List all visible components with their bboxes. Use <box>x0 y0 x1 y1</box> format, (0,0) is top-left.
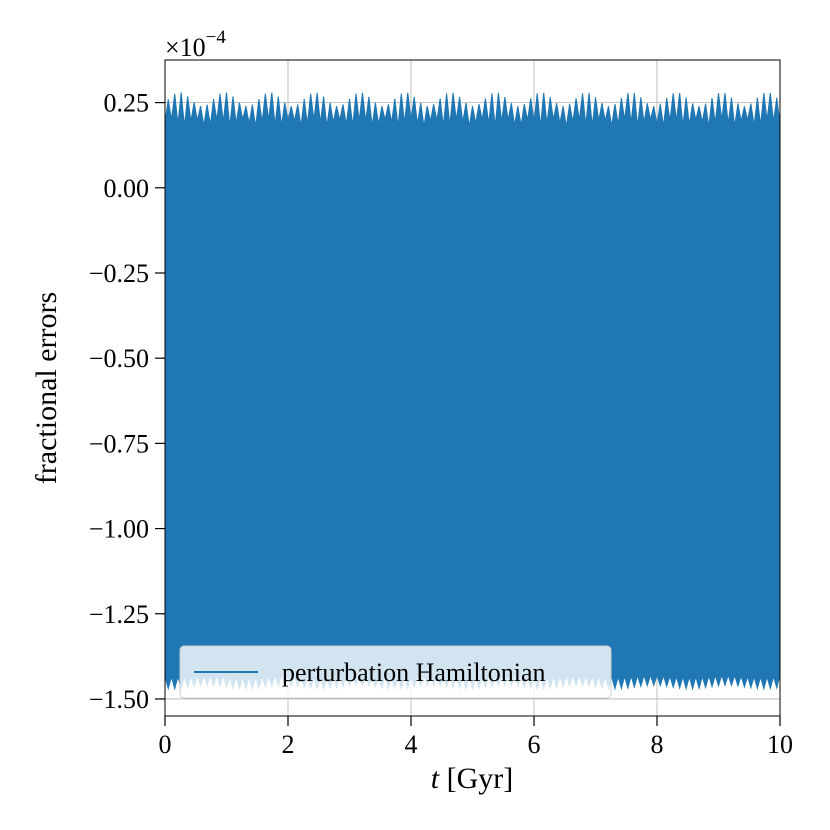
y-tick-label-2: −0.25 <box>89 259 149 288</box>
x-axis-label: t [Gyr] <box>431 762 513 795</box>
plot-frame <box>164 59 781 717</box>
legend: perturbation Hamiltonian <box>179 645 612 699</box>
y-tick-label-1: 0.00 <box>104 174 150 203</box>
x-tick-label-4: 8 <box>651 730 664 759</box>
x-tick-label-0: 0 <box>159 730 172 759</box>
series-band <box>164 92 781 691</box>
y-tick-label-4: −0.75 <box>89 429 149 458</box>
x-tick-label-3: 6 <box>528 730 541 759</box>
y-tick-label-5: −1.00 <box>89 515 149 544</box>
y-tick-label-3: −0.50 <box>89 344 149 373</box>
legend-label: perturbation Hamiltonian <box>282 658 546 687</box>
series-perturbation-hamiltonian <box>164 92 781 691</box>
x-tick-label-1: 2 <box>282 730 295 759</box>
y-tick-label-0: 0.25 <box>104 89 150 118</box>
y-axis-label: fractional errors <box>30 292 63 484</box>
y-axis: 0.25 0.00 −0.25 −0.50 −0.75 −1.00 −1.25 −1.50 <box>89 89 165 714</box>
y-tick-label-7: −1.50 <box>89 685 149 714</box>
x-axis-label-unit: [Gyr] <box>439 762 513 795</box>
x-axis: 0 2 4 6 8 10 <box>159 716 793 759</box>
x-axis-label-variable: t <box>431 762 440 795</box>
y-tick-label-6: −1.25 <box>89 600 149 629</box>
y-axis-offset: ×10−4 <box>165 27 226 62</box>
x-tick-label-5: 10 <box>767 730 793 759</box>
y-offset-exponent: −4 <box>206 27 227 48</box>
legend-box <box>179 645 612 699</box>
x-tick-label-2: 4 <box>405 730 418 759</box>
y-offset-base: ×10 <box>165 33 206 62</box>
